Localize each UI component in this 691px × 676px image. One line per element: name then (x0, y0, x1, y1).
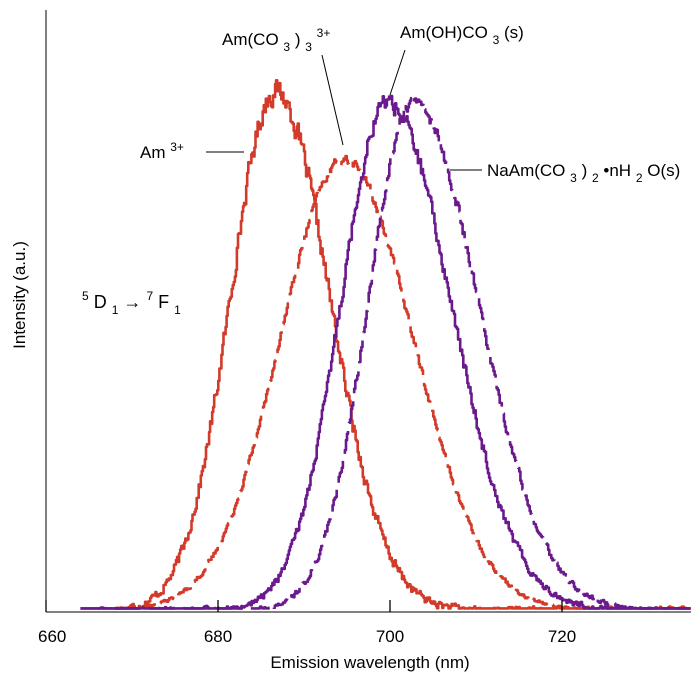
series-line-0 (97, 79, 691, 610)
x-axis-label: Emission wavelength (nm) (270, 653, 469, 672)
transition-base2: F (158, 292, 169, 312)
x-tick-label: 680 (204, 627, 232, 646)
amco3-base2: ) (295, 30, 301, 49)
y-axis-label: Intensity (a.u.) (10, 241, 29, 349)
transition-base1: D (94, 292, 107, 312)
naam-base: NaAm(CO (487, 161, 565, 180)
transition-sup2: 7 (146, 289, 153, 303)
am3plus-sup: 3+ (170, 140, 184, 154)
series-label-am-hydroxycarbonate: Am(OH)CO 3 (s) (400, 23, 524, 48)
transition-sub1: 1 (112, 303, 119, 317)
amohco3-sub: 3 (493, 33, 500, 47)
naam-base3: •nH (603, 161, 631, 180)
naam-base4: O(s) (647, 161, 680, 180)
leader-am-hydroxycarbonate (389, 49, 406, 96)
transition-sub2: 1 (174, 303, 181, 317)
series-label-am-carbonate-complex: Am(CO 3 ) 3 3+ (222, 26, 330, 55)
amohco3-base2: (s) (504, 23, 524, 42)
x-tick-label: 660 (38, 627, 66, 646)
am3plus-base: Am (140, 143, 166, 162)
series-label-am3plus: Am 3+ (140, 140, 184, 162)
transition-sup1: 5 (82, 289, 89, 303)
transition-label: 5 D 1 → 7 F 1 (82, 284, 181, 318)
naam-sub: 3 (570, 171, 577, 185)
series-line-1 (80, 154, 691, 610)
amohco3-base: Am(OH)CO (400, 23, 488, 42)
amco3-sub: 3 (283, 40, 290, 54)
spectra-curves (80, 79, 691, 610)
leader-am-carbonate-complex (321, 54, 344, 146)
naam-sub2: 2 (592, 171, 599, 185)
naam-sub3: 2 (636, 171, 643, 185)
series-line-3 (114, 93, 691, 610)
x-tick-label: 720 (548, 627, 576, 646)
series-label-sodium-am-carbonate: NaAm(CO 3 ) 2 •nH 2 O(s) (487, 161, 680, 186)
series-line-2 (80, 94, 691, 610)
x-axis-ticks: 660 680 700 720 (38, 600, 576, 646)
amco3-sub2: 3 (305, 40, 312, 54)
transition-arrow: → (123, 292, 146, 312)
x-tick-label: 700 (376, 627, 404, 646)
amco3-sup: 3+ (317, 26, 331, 40)
amco3-base: Am(CO (222, 30, 279, 49)
naam-base2: ) (582, 161, 588, 180)
